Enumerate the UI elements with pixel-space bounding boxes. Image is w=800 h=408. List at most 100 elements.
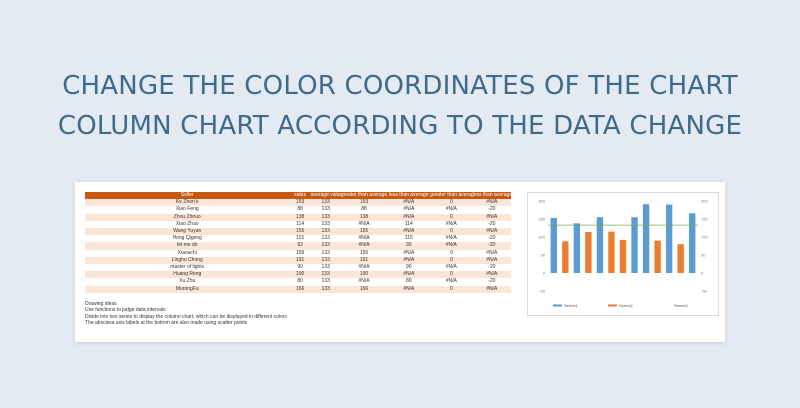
table-cell: 133 bbox=[310, 235, 341, 243]
table-cell: #N/A bbox=[387, 206, 431, 214]
drawing-notes: Drawing ideas Use functions to judge dat… bbox=[85, 301, 445, 326]
table-cell: 88 bbox=[289, 206, 311, 214]
note-line: Divide into two series to display the co… bbox=[85, 313, 287, 320]
table-cell: #N/A bbox=[340, 220, 388, 229]
table-row: Hong Qigong 115 133 #N/A 115 #N/A -20 bbox=[85, 235, 511, 243]
table-row: Zhou Zhiruo 138 133 138 #N/A 0 #N/A bbox=[85, 213, 511, 221]
y-tick-label-right: -50 bbox=[701, 288, 708, 293]
bar bbox=[631, 217, 638, 273]
table-cell: #N/A bbox=[340, 264, 388, 272]
column-header: average value bbox=[310, 192, 341, 200]
table-cell: #N/A bbox=[430, 264, 473, 272]
bar bbox=[677, 244, 684, 273]
table-cell: #N/A bbox=[387, 256, 431, 265]
bar bbox=[689, 213, 696, 273]
legend-swatch bbox=[608, 304, 617, 307]
y-tick-label-right: 50 bbox=[701, 252, 706, 257]
table-cell: 190 bbox=[340, 271, 388, 279]
table-body: Ke Zhen'e 153 133 153 #N/A 0 #N/A Xiao Feng 88 13… bbox=[85, 199, 511, 293]
table-cell: Wang Yuyan bbox=[85, 228, 290, 236]
bar bbox=[596, 217, 604, 273]
table-cell: 133 bbox=[310, 278, 341, 286]
table-cell: 0 bbox=[430, 285, 473, 293]
table-cell: 90 bbox=[289, 264, 311, 272]
table-cell: 88 bbox=[340, 206, 388, 214]
table-row: Xiaouchi 155 133 155 #N/A 0 #N/A bbox=[85, 249, 511, 257]
table-cell: 0 bbox=[430, 249, 473, 257]
table-cell: 133 bbox=[310, 199, 341, 207]
y-tick-label-left: -50 bbox=[539, 288, 546, 293]
note-line: Drawing ideas bbox=[85, 301, 117, 307]
table-cell: 155 bbox=[289, 228, 311, 236]
table-cell: 138 bbox=[340, 213, 388, 221]
table-cell: #N/A bbox=[472, 228, 511, 236]
table-cell: Zhou Zhiruo bbox=[85, 213, 290, 221]
bar bbox=[585, 231, 592, 273]
table-cell: 155 bbox=[340, 228, 388, 236]
table-cell: 155 bbox=[289, 249, 311, 257]
table-row: MurongFu 166 133 166 #N/A 0 #N/A bbox=[85, 285, 511, 293]
table-cell: 133 bbox=[310, 220, 341, 229]
table-cell: 155 bbox=[340, 249, 388, 257]
y-tick-label-right: 200 bbox=[701, 198, 708, 203]
data-table: Seller sales average value greater than ave… bbox=[85, 192, 511, 293]
table-cell: master of lights bbox=[85, 264, 290, 272]
table-row: let me do 92 133 #N/A 92 #N/A -20 bbox=[85, 242, 511, 250]
title-line-2: COLUMN CHART ACCORDING TO THE DATA CHANG… bbox=[57, 111, 743, 141]
column-header: less than average bbox=[387, 192, 431, 200]
table-cell: #N/A bbox=[472, 199, 511, 207]
table-cell: #N/A bbox=[472, 285, 511, 293]
table-cell: 0 bbox=[430, 199, 473, 207]
table-cell: #N/A bbox=[387, 199, 431, 207]
table-cell: -20 bbox=[472, 235, 511, 243]
y-tick-label-left: 50 bbox=[541, 252, 546, 257]
column-header: sales bbox=[289, 192, 311, 200]
table-cell: 138 bbox=[289, 213, 311, 221]
column-header: greater than average bbox=[340, 192, 388, 200]
table-cell: 133 bbox=[310, 264, 341, 272]
table-cell: #N/A bbox=[430, 220, 473, 229]
bar bbox=[619, 239, 627, 273]
y-tick-label-left: 0 bbox=[543, 270, 546, 275]
table-cell: 133 bbox=[310, 242, 341, 250]
legend-entry: Series3 bbox=[674, 303, 688, 308]
chart-canvas: -50 -50 0 0 50 50 100 100 150 150 200 200 Series1 Ser… bbox=[538, 198, 708, 308]
table-row: Huang Rong 190 133 190 #N/A 0 #N/A bbox=[85, 271, 511, 279]
table-cell: 90 bbox=[387, 264, 431, 272]
table-row: Xu Zhu 80 133 #N/A 80 #N/A -20 bbox=[85, 278, 511, 286]
table-cell: Ke Zhen'e bbox=[85, 199, 290, 207]
y-tick-label-left: 100 bbox=[538, 234, 545, 239]
table-cell: #N/A bbox=[472, 271, 511, 279]
column-header: Seller bbox=[85, 192, 290, 200]
table-cell: 114 bbox=[289, 220, 311, 229]
table-cell: 80 bbox=[289, 278, 311, 286]
table-cell: -20 bbox=[472, 220, 511, 229]
table-cell: 92 bbox=[289, 242, 311, 250]
bar bbox=[573, 223, 581, 273]
table-row: master of lights 90 133 #N/A 90 #N/A -20 bbox=[85, 264, 511, 272]
table-cell: 133 bbox=[310, 228, 341, 236]
column-chart: -50 -50 0 0 50 50 100 100 150 150 200 200 Series1 Ser… bbox=[527, 192, 719, 316]
y-tick-label-left: 150 bbox=[538, 216, 545, 221]
table-cell: Xiaouchi bbox=[85, 249, 290, 257]
table-cell: 153 bbox=[340, 199, 388, 207]
column-header: greater than average bbox=[430, 192, 473, 200]
table-cell: 92 bbox=[387, 242, 431, 250]
title-line-1: CHANGE THE COLOR COORDINATES OF THE CHAR… bbox=[62, 71, 738, 101]
table-cell: #N/A bbox=[340, 278, 388, 286]
y-tick-label-right: 100 bbox=[701, 234, 708, 239]
table-cell: 0 bbox=[430, 256, 473, 265]
table-cell: Huang Rong bbox=[85, 271, 290, 279]
table-cell: let me do bbox=[85, 242, 290, 250]
table-cell: #N/A bbox=[430, 235, 473, 243]
table-cell: #N/A bbox=[387, 249, 431, 257]
table-header-row: Seller sales average value greater than ave… bbox=[85, 192, 511, 200]
bar bbox=[608, 231, 615, 273]
column-header: less than average bbox=[472, 192, 511, 200]
table-row: Xiao Zhao 114 133 #N/A 114 #N/A -20 bbox=[85, 220, 511, 229]
table-cell: 133 bbox=[310, 256, 341, 265]
table-cell: -20 bbox=[472, 278, 511, 286]
bar bbox=[642, 204, 650, 273]
table-cell: 133 bbox=[310, 206, 341, 214]
table-cell: 191 bbox=[289, 256, 311, 265]
